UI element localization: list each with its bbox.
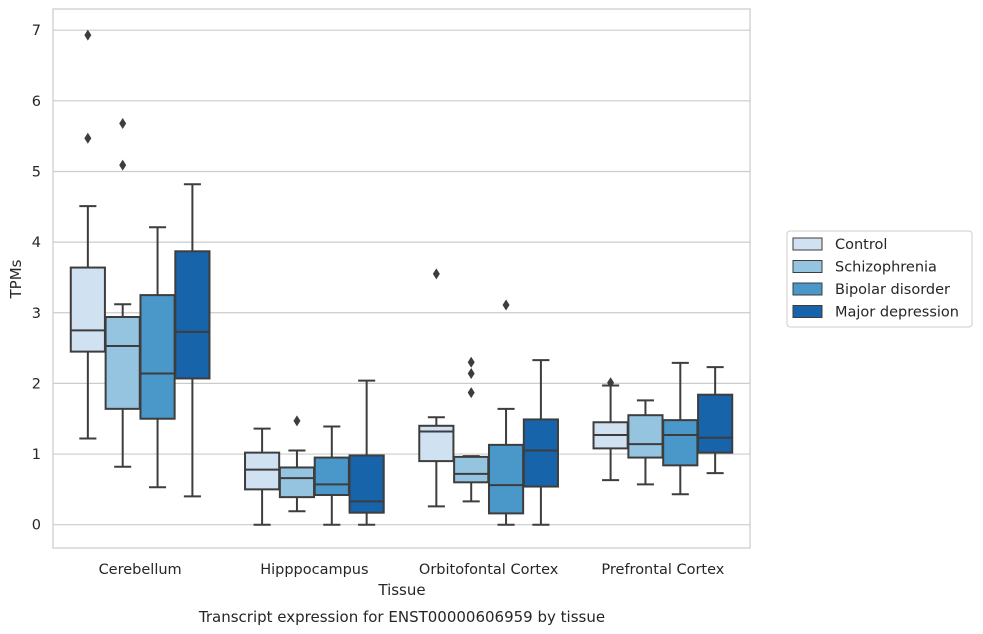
legend: Control Schizophrenia Bipolar disorder Majo… bbox=[786, 230, 973, 328]
outlier-point bbox=[293, 415, 301, 427]
box-schizophrenia bbox=[104, 117, 141, 468]
iqr-box bbox=[697, 393, 734, 454]
box-schizophrenia bbox=[627, 399, 664, 486]
outlier-point bbox=[119, 117, 127, 129]
outlier-point bbox=[502, 299, 510, 311]
legend-label: Major depression bbox=[835, 305, 959, 321]
box-major-depression bbox=[174, 183, 211, 498]
x-axis-label: Tissue bbox=[377, 581, 425, 599]
y-tick-label: 3 bbox=[32, 306, 41, 322]
box-bipolar-disorder bbox=[313, 425, 350, 526]
y-tick-labels: 0 1 2 3 4 5 6 7 bbox=[32, 23, 41, 533]
iqr-box bbox=[69, 266, 106, 353]
outlier-point bbox=[432, 268, 440, 280]
legend-swatch bbox=[792, 260, 823, 273]
outlier-point bbox=[84, 132, 92, 144]
iqr-box bbox=[487, 443, 525, 515]
legend-frame bbox=[786, 230, 973, 328]
iqr-box bbox=[139, 294, 176, 420]
x-tick-label: Cerebellum bbox=[99, 562, 182, 578]
y-tick-label: 2 bbox=[32, 376, 41, 392]
x-tick-label: Prefrontal Cortex bbox=[601, 562, 724, 578]
box-control bbox=[592, 377, 629, 482]
x-tick-label: Hipppocampus bbox=[260, 562, 368, 578]
iqr-box bbox=[348, 454, 385, 514]
box-control bbox=[418, 268, 455, 508]
chart-caption: Transcript expression for ENST0000060695… bbox=[198, 608, 605, 626]
outlier-point bbox=[119, 159, 127, 171]
box-groups bbox=[69, 29, 734, 526]
box-schizophrenia bbox=[278, 415, 316, 513]
y-axis-label: TPMs bbox=[7, 259, 25, 299]
iqr-box bbox=[174, 250, 211, 380]
iqr-box bbox=[313, 456, 350, 497]
x-tick-labels: Cerebellum Hipppocampus Orbitofontal Corte… bbox=[99, 562, 725, 578]
box-major-depression bbox=[348, 379, 385, 526]
y-tick-label: 4 bbox=[32, 235, 41, 251]
box-control bbox=[69, 29, 106, 440]
iqr-box bbox=[627, 414, 664, 459]
iqr-box bbox=[522, 418, 559, 488]
legend-swatch bbox=[792, 305, 823, 318]
y-tick-label: 5 bbox=[32, 164, 41, 180]
outlier-point bbox=[467, 356, 475, 368]
iqr-box bbox=[662, 419, 699, 467]
y-tick-label: 0 bbox=[32, 518, 41, 534]
outlier-point bbox=[607, 377, 615, 389]
legend-swatch bbox=[792, 282, 823, 296]
x-tick-label: Orbitofontal Cortex bbox=[419, 562, 559, 578]
box-bipolar-disorder bbox=[662, 361, 699, 496]
outlier-point bbox=[467, 368, 475, 380]
box-major-depression bbox=[522, 359, 559, 526]
box-major-depression bbox=[697, 366, 734, 475]
legend-swatch bbox=[792, 237, 823, 251]
box-bipolar-disorder bbox=[139, 226, 176, 489]
plot-frame bbox=[52, 8, 751, 549]
iqr-box bbox=[278, 466, 316, 499]
legend-label: Schizophrenia bbox=[835, 260, 937, 276]
y-tick-label: 6 bbox=[32, 94, 41, 110]
box-bipolar-disorder bbox=[487, 299, 525, 526]
outlier-point bbox=[467, 387, 475, 399]
box-control bbox=[244, 427, 281, 526]
outlier-point bbox=[84, 29, 92, 41]
legend-label: Bipolar disorder bbox=[835, 282, 950, 298]
iqr-box bbox=[104, 316, 141, 410]
iqr-box bbox=[453, 455, 490, 484]
y-tick-label: 7 bbox=[32, 23, 41, 39]
y-tick-label: 1 bbox=[32, 447, 41, 463]
iqr-box bbox=[244, 451, 281, 491]
box-schizophrenia bbox=[453, 356, 490, 503]
legend-label: Control bbox=[835, 237, 887, 253]
